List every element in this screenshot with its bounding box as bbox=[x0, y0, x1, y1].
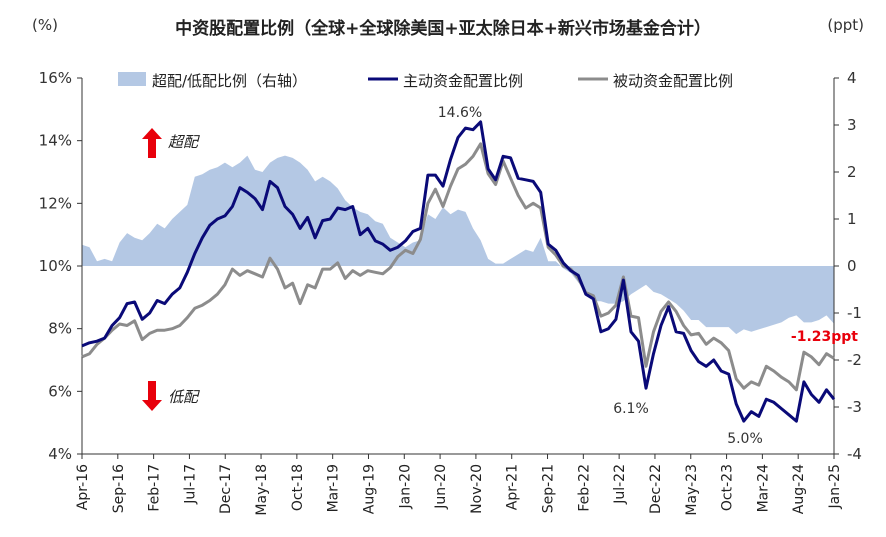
x-tick-label: Mar-19 bbox=[326, 464, 342, 512]
lines-layer bbox=[81, 120, 836, 423]
x-tick-label: Nov-20 bbox=[469, 464, 485, 514]
chart-title: 中资股配置比例（全球+全球除美国+亚太除日本+新兴市场基金合计） bbox=[175, 19, 711, 39]
x-tick-label: May-23 bbox=[684, 464, 700, 516]
x-tick-label: Dec-22 bbox=[648, 464, 664, 514]
passive-fund-line bbox=[81, 142, 835, 392]
right-tick-label: 3 bbox=[847, 116, 857, 134]
x-tick-label: Jan-25 bbox=[827, 464, 843, 509]
left-tick-label: 10% bbox=[39, 257, 72, 275]
legend-area-swatch bbox=[118, 72, 146, 86]
right-tick-label: -4 bbox=[847, 445, 862, 463]
active-fund-line bbox=[81, 120, 836, 423]
x-tick-label: Dec-17 bbox=[218, 464, 234, 514]
x-tick-label: Feb-22 bbox=[576, 464, 592, 512]
low-label-2023: 5.0% bbox=[727, 431, 763, 447]
x-tick-label: Sep-16 bbox=[111, 464, 127, 513]
low-label-2022: 6.1% bbox=[613, 401, 649, 417]
axes-layer: 4% 6% 8% 10% 12% 14% 16% -4 -3 -2 -1 0 1 2 3 4 Apr-16 Sep… bbox=[39, 69, 862, 516]
left-tick-label: 4% bbox=[48, 445, 72, 463]
x-tick-label: Aug-24 bbox=[791, 464, 807, 514]
legend-passive-label: 被动资金配置比例 bbox=[613, 72, 733, 90]
left-tick-label: 6% bbox=[48, 382, 72, 400]
area-layer bbox=[82, 155, 834, 335]
x-tick-label: Jan-20 bbox=[397, 464, 413, 509]
right-tick-label: -3 bbox=[847, 398, 862, 416]
right-tick-label: 0 bbox=[847, 257, 857, 275]
area-overweight-underweight bbox=[82, 155, 834, 335]
right-tick-label: 4 bbox=[847, 69, 857, 87]
latest-value-label: -1.23ppt bbox=[791, 329, 858, 345]
down-arrow-icon bbox=[142, 381, 162, 411]
left-axis-unit: (%) bbox=[32, 16, 58, 34]
x-tick-label: May-18 bbox=[254, 464, 270, 516]
x-tick-label: Jun-20 bbox=[433, 464, 449, 510]
legend-area-label: 超配/低配比例（右轴） bbox=[152, 72, 307, 90]
right-axis-unit: (ppt) bbox=[827, 16, 864, 34]
right-tick-label: 1 bbox=[847, 210, 857, 228]
left-tick-label: 16% bbox=[39, 69, 72, 87]
right-tick-label: 2 bbox=[847, 163, 857, 181]
x-tick-label: Aug-19 bbox=[361, 464, 377, 514]
left-tick-label: 14% bbox=[39, 132, 72, 150]
x-tick-label: Jul-22 bbox=[612, 464, 628, 505]
right-tick-label: -1 bbox=[847, 304, 862, 322]
x-tick-label: Oct-18 bbox=[290, 464, 306, 511]
x-tick-label: Apr-21 bbox=[505, 464, 521, 510]
legend-active-label: 主动资金配置比例 bbox=[403, 72, 523, 90]
peak-label: 14.6% bbox=[438, 105, 482, 121]
x-tick-label: Apr-16 bbox=[75, 464, 91, 510]
legend: 超配/低配比例（右轴） 主动资金配置比例 被动资金配置比例 bbox=[118, 72, 733, 90]
x-tick-label: Mar-24 bbox=[755, 464, 771, 512]
overweight-label: 超配 bbox=[168, 133, 200, 151]
left-tick-label: 12% bbox=[39, 194, 72, 212]
underweight-label: 低配 bbox=[168, 388, 200, 406]
x-tick-label: Feb-17 bbox=[147, 464, 163, 512]
up-arrow-icon bbox=[142, 128, 162, 158]
x-tick-label: Jul-17 bbox=[182, 464, 198, 505]
x-tick-label: Oct-23 bbox=[720, 464, 736, 511]
right-tick-label: -2 bbox=[847, 351, 862, 369]
left-tick-label: 8% bbox=[48, 320, 72, 338]
x-tick-label: Sep-21 bbox=[541, 464, 557, 513]
